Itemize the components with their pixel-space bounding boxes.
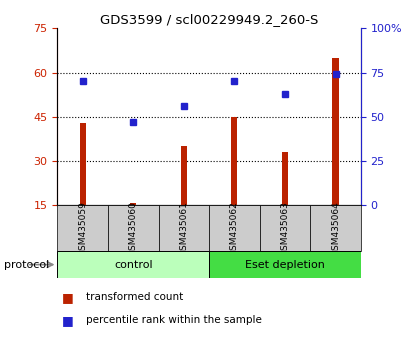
Text: ■: ■ — [61, 314, 73, 327]
Text: Eset depletion: Eset depletion — [245, 259, 324, 270]
Bar — [130, 203, 136, 205]
Bar — [108, 205, 158, 251]
Text: GSM435063: GSM435063 — [280, 201, 289, 256]
Bar — [209, 205, 259, 251]
Bar — [310, 205, 360, 251]
Bar — [281, 152, 287, 205]
Bar — [209, 251, 360, 278]
Text: GSM435061: GSM435061 — [179, 201, 188, 256]
Title: GDS3599 / scl00229949.2_260-S: GDS3599 / scl00229949.2_260-S — [100, 13, 317, 26]
Bar — [79, 123, 85, 205]
Bar — [332, 58, 338, 205]
Bar — [259, 205, 310, 251]
Text: GSM435060: GSM435060 — [128, 201, 137, 256]
Bar — [57, 205, 108, 251]
Text: GSM435064: GSM435064 — [330, 201, 339, 256]
Text: ■: ■ — [61, 291, 73, 304]
Bar — [231, 117, 237, 205]
Text: transformed count: transformed count — [86, 292, 183, 302]
Text: GSM435059: GSM435059 — [78, 201, 87, 256]
Text: protocol: protocol — [4, 259, 49, 270]
Bar — [180, 146, 187, 205]
Bar — [57, 251, 209, 278]
Text: percentile rank within the sample: percentile rank within the sample — [86, 315, 261, 325]
Text: GSM435062: GSM435062 — [229, 201, 238, 256]
Text: control: control — [114, 259, 152, 270]
Bar — [158, 205, 209, 251]
